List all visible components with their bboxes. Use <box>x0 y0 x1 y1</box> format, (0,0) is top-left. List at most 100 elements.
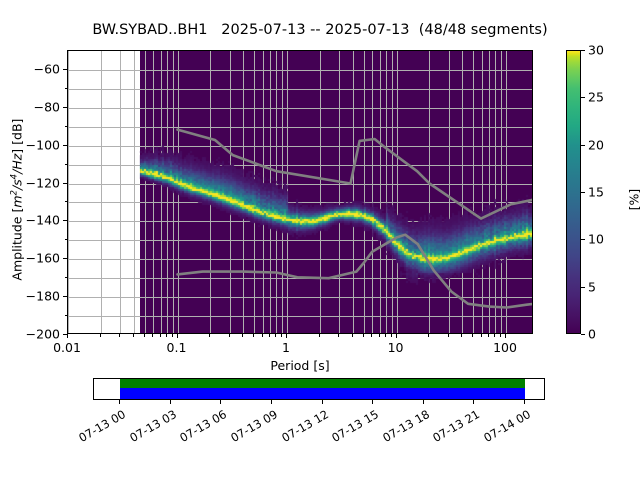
timeline-tick-label: 07-13 03 <box>126 407 179 445</box>
y-axis-tick-label: −200 <box>25 326 60 342</box>
colorbar-tick-label: 25 <box>588 89 604 105</box>
y-axis-tick <box>63 220 67 222</box>
timeline-tick-label: 07-13 18 <box>379 407 432 445</box>
timeline-tick <box>524 400 525 404</box>
noise-model-high-noise-model <box>176 128 532 220</box>
timeline-tick <box>321 400 323 404</box>
x-axis-tick-minor <box>165 334 167 337</box>
timeline-tick-label: 07-13 12 <box>278 407 331 445</box>
timeline-tick <box>220 400 222 404</box>
timeline-tick-label: 07-13 06 <box>177 407 230 445</box>
colorbar-tick <box>581 144 585 146</box>
timeline-tick-label: 07-13 15 <box>329 407 382 445</box>
x-axis-label: Period [s] <box>270 358 330 373</box>
timeline-tick-label: 07-13 00 <box>76 407 128 445</box>
timeline-plot-area[interactable] <box>93 378 545 400</box>
timeline-tick-label: 07-14 00 <box>481 407 533 445</box>
x-axis-tick-minor <box>472 334 474 337</box>
y-axis-tick-label: −160 <box>25 250 60 266</box>
timeline-tick <box>119 400 120 404</box>
x-axis-tick-minor <box>494 334 496 337</box>
timeline-data-bar <box>120 379 525 388</box>
y-axis-tick <box>63 334 67 335</box>
x-axis-tick-minor <box>209 334 211 337</box>
colorbar[interactable] <box>566 50 581 334</box>
x-axis-tick-minor <box>480 334 482 337</box>
x-axis-tick-minor <box>228 334 230 337</box>
y-axis-tick-label: −140 <box>25 212 60 228</box>
x-axis-tick <box>176 334 178 338</box>
x-axis-tick-minor <box>171 334 173 337</box>
x-axis-tick-minor <box>281 334 282 337</box>
x-axis-tick-minor <box>384 334 386 337</box>
x-axis-tick-label: 100 <box>493 340 517 355</box>
x-axis-tick-minor <box>500 334 502 337</box>
y-axis-tick-minor <box>65 87 67 89</box>
x-axis-tick-minor <box>318 334 320 337</box>
x-axis-tick-minor <box>371 334 373 337</box>
colorbar-tick-label: 30 <box>588 42 604 58</box>
colorbar-tick <box>581 286 585 288</box>
x-axis-tick-minor <box>461 334 463 337</box>
x-axis-tick-label: 0.1 <box>166 340 187 355</box>
x-axis-tick-minor <box>152 334 154 337</box>
y-axis-tick-minor <box>65 277 67 279</box>
x-axis-tick <box>67 334 68 338</box>
colorbar-tick-label: 10 <box>588 231 604 247</box>
y-axis-label-text: Amplitude [m2/s4/Hz] [dB] <box>9 118 25 281</box>
timeline-tick <box>270 400 272 404</box>
x-axis-tick-minor <box>253 334 255 337</box>
y-axis-tick-label: −80 <box>33 99 60 115</box>
timeline-psd-bar <box>120 388 525 399</box>
colorbar-label: [%] <box>626 188 640 211</box>
timeline-tick <box>422 400 424 404</box>
y-axis-tick <box>63 258 67 260</box>
y-axis-tick-label: −180 <box>25 288 60 304</box>
timeline-tick-label: 07-13 21 <box>430 407 483 445</box>
page-title: BW.SYBAD..BH1 2025-07-13 -- 2025-07-13 (… <box>92 22 548 38</box>
x-axis-tick-minor <box>338 334 340 337</box>
y-axis-tick-minor <box>65 315 67 317</box>
x-axis-tick-minor <box>269 334 271 337</box>
y-axis-label: Amplitude [m2/s4/Hz] [dB] <box>9 70 24 330</box>
x-axis-tick-minor <box>275 334 277 337</box>
timeline-tick <box>169 400 171 404</box>
x-axis-tick-minor <box>351 334 353 337</box>
y-axis-tick-label: −120 <box>25 175 60 191</box>
colorbar-tick <box>581 334 585 335</box>
colorbar-tick <box>581 97 585 99</box>
x-axis-tick-label: 1 <box>282 340 290 355</box>
colorbar-tick-label: 20 <box>588 137 604 153</box>
x-axis-tick-minor <box>428 334 430 337</box>
y-axis-tick <box>63 106 67 108</box>
ppsd-plot-area[interactable] <box>67 50 533 334</box>
y-axis-tick-label: −100 <box>25 137 60 153</box>
y-axis-tick <box>63 68 67 70</box>
colorbar-tick <box>581 192 585 193</box>
x-axis-tick <box>395 334 397 338</box>
y-axis-tick <box>63 182 67 184</box>
colorbar-tick-label: 5 <box>588 279 596 295</box>
x-axis-tick-minor <box>261 334 263 337</box>
x-axis-tick-minor <box>119 334 121 337</box>
x-axis-tick-minor <box>488 334 490 337</box>
timeline-tick <box>372 400 374 404</box>
x-axis-tick-minor <box>242 334 244 337</box>
colorbar-tick-label: 15 <box>588 184 604 200</box>
ppsd-axes-inner <box>68 51 532 333</box>
y-axis-tick-minor <box>65 125 67 127</box>
y-axis-tick <box>63 296 67 298</box>
x-axis-tick-label: 10 <box>387 340 404 355</box>
y-axis-tick-minor <box>65 239 67 241</box>
y-axis-tick-minor <box>65 201 67 203</box>
noise-model-curves <box>176 128 532 309</box>
y-axis-tick-minor <box>65 163 67 165</box>
x-axis-tick-minor <box>378 334 380 337</box>
x-axis-tick-minor <box>362 334 364 337</box>
y-axis-tick-label: −60 <box>33 61 60 77</box>
x-axis-tick-minor <box>132 334 134 337</box>
y-axis-tick <box>63 144 67 146</box>
colorbar-tick <box>581 239 585 241</box>
x-axis-tick-minor <box>447 334 449 337</box>
